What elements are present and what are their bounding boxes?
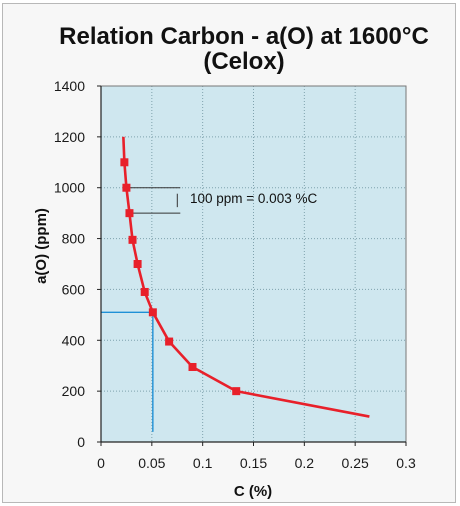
data-point [133, 260, 142, 268]
data-point [122, 183, 131, 192]
spacing-annotation-label: 100 ppm = 0.003 %C [190, 191, 317, 206]
spacing-annotation [126, 187, 181, 214]
series-line [122, 136, 370, 418]
x-axis-ticks: 0 0.05 0.1 0.15 0.2 0.25 0.3 [97, 442, 416, 471]
reference-lines [101, 311, 154, 432]
x-tick-label: 0.1 [193, 455, 213, 471]
x-tick-label: 0.05 [138, 455, 165, 471]
x-tick-label: 0 [97, 455, 105, 471]
y-axis-ticks: 0 200 400 600 800 1000 1200 1400 [54, 78, 101, 450]
x-tick-label: 0.3 [396, 455, 416, 471]
x-tick-label: 0.2 [295, 455, 315, 471]
data-point [125, 209, 134, 218]
chart-title-line-2: (Celox) [203, 48, 284, 75]
data-point [232, 387, 241, 396]
y-tick-label: 600 [62, 281, 86, 297]
y-tick-label: 1400 [54, 78, 85, 94]
x-tick-label: 0.25 [342, 455, 369, 471]
y-tick-label: 0 [77, 434, 85, 450]
y-axis-title: a(O) (ppm) [33, 208, 50, 284]
data-point [128, 235, 137, 244]
chart-title-line-1: Relation Carbon - a(O) at 1600°C [59, 23, 429, 50]
y-tick-label: 200 [62, 383, 86, 399]
data-series [120, 136, 370, 418]
data-point [165, 337, 174, 346]
y-tick-label: 800 [62, 231, 86, 247]
data-point [148, 308, 157, 317]
data-point [140, 287, 149, 296]
y-tick-label: 400 [62, 332, 86, 348]
data-point [188, 362, 197, 371]
x-axis-title: C (%) [234, 483, 272, 500]
x-tick-label: 0.15 [240, 455, 267, 471]
y-tick-label: 1000 [54, 180, 85, 196]
data-point [120, 158, 129, 167]
y-tick-label: 1200 [54, 129, 85, 145]
